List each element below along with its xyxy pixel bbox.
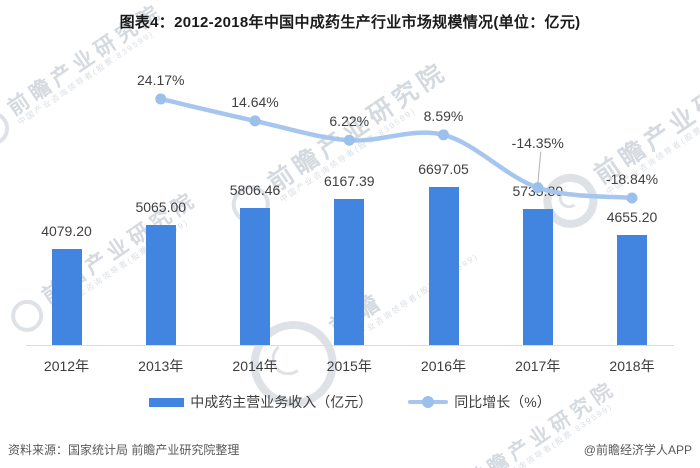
line-value-label: -18.84% <box>605 170 659 187</box>
line-value-label: -14.35% <box>511 134 564 151</box>
x-axis-label: 2012年 <box>43 358 90 374</box>
bar-2012年 <box>51 248 82 346</box>
bar-value-label: 5806.46 <box>229 181 281 198</box>
bar-series-label: 中成药主营业务收入（亿元） <box>190 394 373 410</box>
x-axis-label: 2014年 <box>232 358 278 374</box>
bar-value-label: 5065.00 <box>135 199 187 216</box>
bar-value-label: 6697.05 <box>418 160 469 177</box>
bar-2013年 <box>145 225 176 346</box>
x-axis-label: 2015年 <box>326 358 372 374</box>
x-axis-label: 2018年 <box>609 358 655 374</box>
line-point-2015年 <box>343 134 355 146</box>
bar-value-label: 6167.39 <box>323 173 375 190</box>
callout-leader-line <box>537 151 542 185</box>
x-axis-label: 2016年 <box>420 358 467 374</box>
line-value-label: 14.64% <box>231 93 279 110</box>
bar-2014年 <box>240 207 270 346</box>
chart-title: 图表4：2012-2018年中国中成药生产行业市场规模情况(单位：亿元) <box>119 14 581 31</box>
bar-2018年 <box>617 235 647 346</box>
bar-value-label: 4655.20 <box>606 209 658 226</box>
bar-2015年 <box>334 199 365 346</box>
line-value-label: 24.17% <box>137 71 185 88</box>
line-value-label: 6.22% <box>329 113 370 130</box>
legend-item-line: 同比增长（%） <box>408 392 551 412</box>
x-axis-line <box>26 345 674 346</box>
footer: 资料来源：国家统计局 前瞻产业研究院整理 @前瞻经济学人APP <box>0 438 700 460</box>
bar-value-label: 4079.20 <box>41 222 92 239</box>
bar-2016年 <box>428 186 459 346</box>
line-series-label: 同比增长（%） <box>454 394 551 410</box>
legend-item-bar: 中成药主营业务收入（亿元） <box>149 392 372 412</box>
legend: 中成药主营业务收入（亿元） 同比增长（%） <box>0 391 700 413</box>
brand-credit: @前瞻经济学人APP <box>583 442 692 457</box>
line-point-2013年 <box>155 93 167 105</box>
x-axis-label: 2017年 <box>515 358 561 374</box>
watermark-text: 前瞻产业研究院 <box>589 48 700 190</box>
watermark-logo-icon <box>5 293 50 339</box>
line-marker-icon <box>422 396 435 408</box>
line-point-2016年 <box>438 129 449 141</box>
line-series-swatch <box>408 396 449 408</box>
line-point-2018年 <box>626 192 638 204</box>
bar-value-label: 5735.80 <box>512 183 564 200</box>
bar-series-swatch <box>149 397 185 407</box>
source-note: 资料来源：国家统计局 前瞻产业研究院整理 <box>8 442 240 457</box>
bar-2017年 <box>522 209 553 346</box>
line-point-2014年 <box>249 115 261 127</box>
line-value-label: 8.59% <box>423 107 464 124</box>
watermark-logo-icon <box>0 104 16 153</box>
x-axis-label: 2013年 <box>138 358 184 374</box>
